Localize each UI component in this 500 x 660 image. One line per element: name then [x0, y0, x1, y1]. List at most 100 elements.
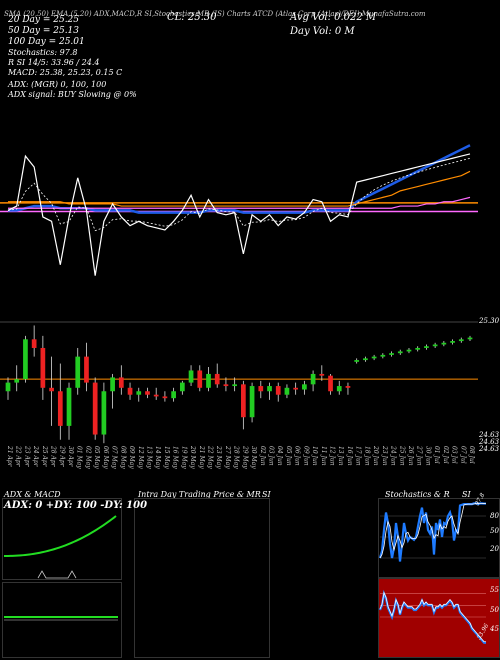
price-axis-low-3: 24.63: [479, 445, 500, 453]
price-axis-low-1: 24.63: [479, 431, 500, 439]
candle-body: [345, 386, 351, 388]
date-tick-label: 30 Jun: [424, 446, 431, 466]
intraday-panel-suffix: SI: [262, 490, 271, 499]
candle-body: [319, 373, 325, 376]
candle-body: [40, 347, 46, 388]
adx-panel-title: ADX & MACD: [4, 490, 61, 499]
ma-line-3: [8, 196, 471, 209]
price-axis-low-2: 24.63: [479, 438, 500, 446]
candle-body: [136, 391, 142, 395]
date-tick-label: 16 Jun: [346, 446, 353, 466]
date-tick-label: 07 May: [111, 446, 118, 469]
candle-body: [328, 375, 333, 392]
candle-body: [232, 384, 237, 387]
date-tick-label: 24 Jun: [390, 445, 397, 466]
candle-body: [249, 386, 255, 418]
stoch-tick-50: 50: [490, 527, 499, 535]
date-tick-label: 04 Jun: [276, 446, 283, 466]
candle-body: [258, 386, 264, 392]
candle-body: [406, 349, 412, 352]
candle-body: [101, 391, 107, 435]
adx-line: [3, 515, 117, 557]
candle-body: [302, 384, 307, 390]
date-tick-label: 08 May: [119, 446, 126, 469]
close-price-label: CL: 25.30: [167, 12, 217, 23]
candle-body: [66, 387, 72, 426]
rsi-label: R SI 14/5: 33.96 / 24.4: [8, 58, 100, 67]
date-tick-label: 27 May: [224, 445, 231, 469]
date-tick-label: 02 Jul: [442, 446, 449, 464]
rsi-signal-line: [379, 591, 487, 643]
candle-body: [214, 373, 220, 385]
day-volume-label: Day Vol: 0 M: [290, 26, 355, 37]
date-tick-label: 05 Jun: [285, 446, 292, 466]
date-tick-label: 06 Jun: [294, 446, 301, 466]
date-tick-label: 27 Jun: [416, 445, 423, 466]
rsi-value-text: 33.96: [476, 622, 491, 641]
candle-body: [293, 387, 299, 390]
price-axis-top: 25.30: [479, 317, 500, 325]
date-tick-label: 11 Jun: [320, 446, 327, 466]
candle-body: [415, 347, 421, 350]
stochastics-label: Stochastics: 97.8: [8, 48, 78, 57]
date-tick-label: 19 May: [180, 446, 187, 469]
date-tick-label: 23 May: [215, 445, 222, 469]
candle-body: [14, 379, 20, 383]
stoch-tick-20: 20: [490, 545, 499, 553]
date-tick-label: 20 May: [189, 445, 196, 469]
date-tick-label: 30 May: [250, 446, 257, 469]
date-tick-label: 29 Apr: [58, 445, 65, 468]
sma20-label: 20 Day = 25.25: [8, 15, 80, 25]
date-tick-label: 15 May: [163, 446, 170, 469]
candle-body: [84, 356, 89, 383]
candle-body: [380, 354, 386, 357]
candle-body: [153, 394, 159, 397]
date-tick-label: 29 May: [241, 445, 248, 469]
candle-body: [336, 386, 342, 392]
candle-body: [118, 377, 124, 388]
date-tick-label: 03 Jun: [268, 446, 275, 466]
intraday-panel-title: Intra Day Trading Price & MR: [138, 490, 261, 499]
date-tick-label: 13 Jun: [337, 446, 344, 466]
candle-body: [197, 370, 203, 388]
date-tick-label: 16 May: [172, 446, 179, 469]
candle-body: [275, 386, 281, 395]
candle-body: [397, 351, 403, 354]
macd-label: MACD: 25.38, 25.23, 0.15 C: [8, 68, 123, 77]
rsi-tick-55: 55: [490, 586, 499, 594]
date-tick-label: 01 Jul: [433, 446, 440, 464]
date-tick-label: 24 Apr: [32, 445, 39, 468]
date-tick-label: 01 May: [76, 446, 83, 469]
rsi-tick-50: 50: [490, 606, 499, 614]
adx-values-label: ADX: 0 +DY: 100 -DY: 100: [4, 500, 148, 511]
intraday-panel: [134, 498, 270, 658]
date-tick-label: 28 Apr: [50, 445, 57, 468]
adx-panel: [2, 498, 122, 580]
candle-body: [389, 353, 394, 355]
date-tick-label: 14 May: [154, 446, 161, 469]
candle-body: [171, 391, 176, 399]
candle-body: [110, 377, 115, 392]
date-tick-label: 21 Apr: [6, 445, 13, 468]
candle-body: [162, 396, 168, 399]
candle-body: [206, 373, 211, 388]
candle-body: [458, 339, 464, 342]
candle-body: [31, 339, 37, 348]
date-tick-label: 02 Jun: [259, 446, 266, 466]
candle-body: [450, 341, 455, 343]
date-tick-label: 12 May: [137, 446, 144, 469]
date-tick-label: 05 May: [93, 446, 100, 469]
date-tick-label: 12 Jun: [329, 446, 336, 466]
date-tick-label: 23 Jun: [381, 445, 388, 466]
stoch-tick-80: 80: [490, 512, 499, 520]
sma100-label: 100 Day = 25.01: [8, 37, 85, 47]
candle-body: [371, 356, 377, 359]
date-tick-label: 20 Jun: [372, 445, 379, 466]
avg-volume-label: Avg Vol: 0.022 M: [290, 12, 377, 23]
date-tick-label: 22 Apr: [15, 445, 22, 468]
candle-body: [92, 382, 98, 435]
candle-body: [354, 360, 360, 362]
candle-body: [241, 384, 246, 418]
date-tick-label: 08 Jul: [468, 446, 475, 464]
date-tick-label: 03 Jul: [451, 446, 458, 464]
